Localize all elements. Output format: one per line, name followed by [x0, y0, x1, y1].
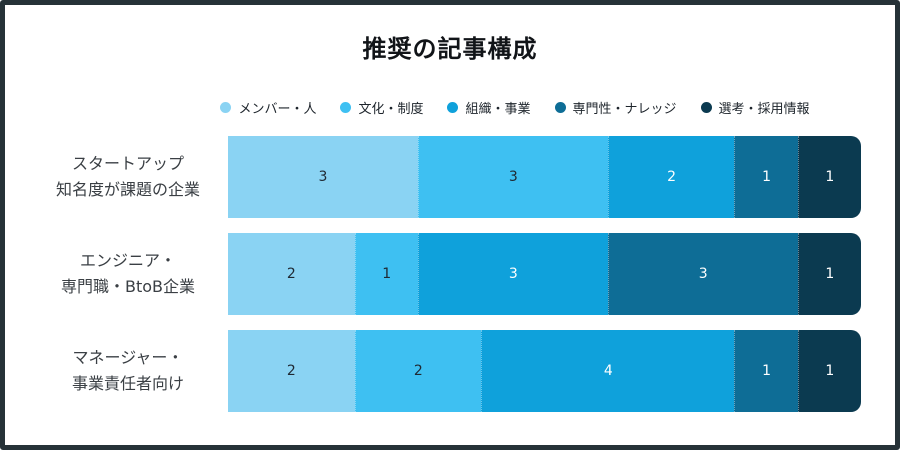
bar-segment: 3: [228, 136, 418, 218]
stacked-bar-chart: スタートアップ 知名度が課題の企業 3 3 2 1 1 エンジニア・ 専門職・BtoB企業 2 1 3…: [35, 136, 861, 412]
legend-item: メンバー・人: [220, 98, 316, 117]
segment-value-label: 3: [318, 169, 328, 185]
row-label: エンジニア・専門職・BtoB企業: [35, 248, 221, 300]
legend-item: 専門性・ナレッジ: [554, 98, 677, 117]
segment-value-label: 1: [382, 266, 392, 282]
segment-value-label: 4: [603, 363, 613, 379]
stacked-bar: 2 1 3 3 1: [228, 233, 861, 315]
bar-segment: 2: [607, 136, 735, 218]
row-label: スタートアップ 知名度が課題の企業: [35, 151, 221, 203]
bar-segment: 2: [228, 233, 355, 315]
row-label-line: 知名度が課題の企業: [55, 180, 200, 199]
row-label-line: スタートアップ: [71, 154, 184, 173]
segment-value-label: 1: [762, 363, 771, 379]
row-label: マネージャー・ 事業責任者向け: [35, 345, 221, 397]
bar-segment: 1: [797, 233, 861, 315]
legend-dot-icon: [340, 101, 352, 113]
legend-dot-icon: [447, 101, 459, 113]
chart-row: スタートアップ 知名度が課題の企業 3 3 2 1 1: [35, 136, 861, 218]
legend-label: 組織・事業: [465, 101, 531, 117]
bar-segment: 2: [354, 330, 482, 412]
legend-label: 専門性・ナレッジ: [572, 101, 677, 117]
legend-dot-icon: [700, 101, 712, 113]
chart-row: エンジニア・専門職・BtoB企業 2 1 3 3 1: [35, 233, 861, 315]
bar-segment: 2: [228, 330, 355, 412]
legend-dot-icon: [554, 101, 566, 113]
segment-value-label: 2: [413, 363, 423, 379]
legend-item: 選考・採用情報: [700, 98, 810, 117]
stacked-bar: 2 2 4 1 1: [228, 330, 861, 412]
segment-value-label: 3: [508, 266, 518, 282]
legend-label: 選考・採用情報: [718, 101, 810, 117]
segment-value-label: 1: [825, 169, 835, 185]
segment-value-label: 1: [825, 266, 835, 282]
stacked-bar: 3 3 2 1 1: [228, 136, 861, 218]
legend-label: 文化・制度: [358, 101, 424, 117]
bar-segment: 1: [797, 330, 861, 412]
bar-segment: 1: [734, 330, 798, 412]
bar-segment: 3: [417, 136, 608, 218]
bar-segment: 3: [607, 233, 798, 315]
row-label-line: エンジニア・: [79, 251, 176, 270]
row-label-line: 専門職・BtoB企業: [60, 277, 196, 296]
legend-label: メンバー・人: [238, 101, 317, 117]
segment-value-label: 2: [286, 363, 296, 379]
legend-item: 組織・事業: [447, 98, 531, 117]
chart-row: マネージャー・ 事業責任者向け 2 2 4 1 1: [35, 330, 861, 412]
bar-segment: 1: [734, 136, 798, 218]
chart-title: 推奨の記事構成: [362, 35, 538, 63]
row-label-line: マネージャー・: [72, 348, 184, 367]
bar-segment: 4: [481, 330, 735, 412]
bar-segment: 3: [417, 233, 608, 315]
row-label-line: 事業責任者向け: [71, 374, 184, 393]
segment-value-label: 2: [286, 266, 296, 282]
legend-item: 文化・制度: [340, 98, 423, 117]
segment-value-label: 3: [698, 266, 708, 282]
segment-value-label: 1: [825, 363, 835, 379]
legend: メンバー・人 文化・制度 組織・事業 専門性・ナレッジ 選考・採用情報: [5, 98, 895, 117]
segment-value-label: 2: [667, 169, 677, 185]
bar-segment: 1: [797, 136, 861, 218]
segment-value-label: 1: [762, 169, 771, 185]
bar-segment: 1: [354, 233, 418, 315]
legend-dot-icon: [220, 101, 232, 113]
segment-value-label: 3: [508, 169, 518, 185]
